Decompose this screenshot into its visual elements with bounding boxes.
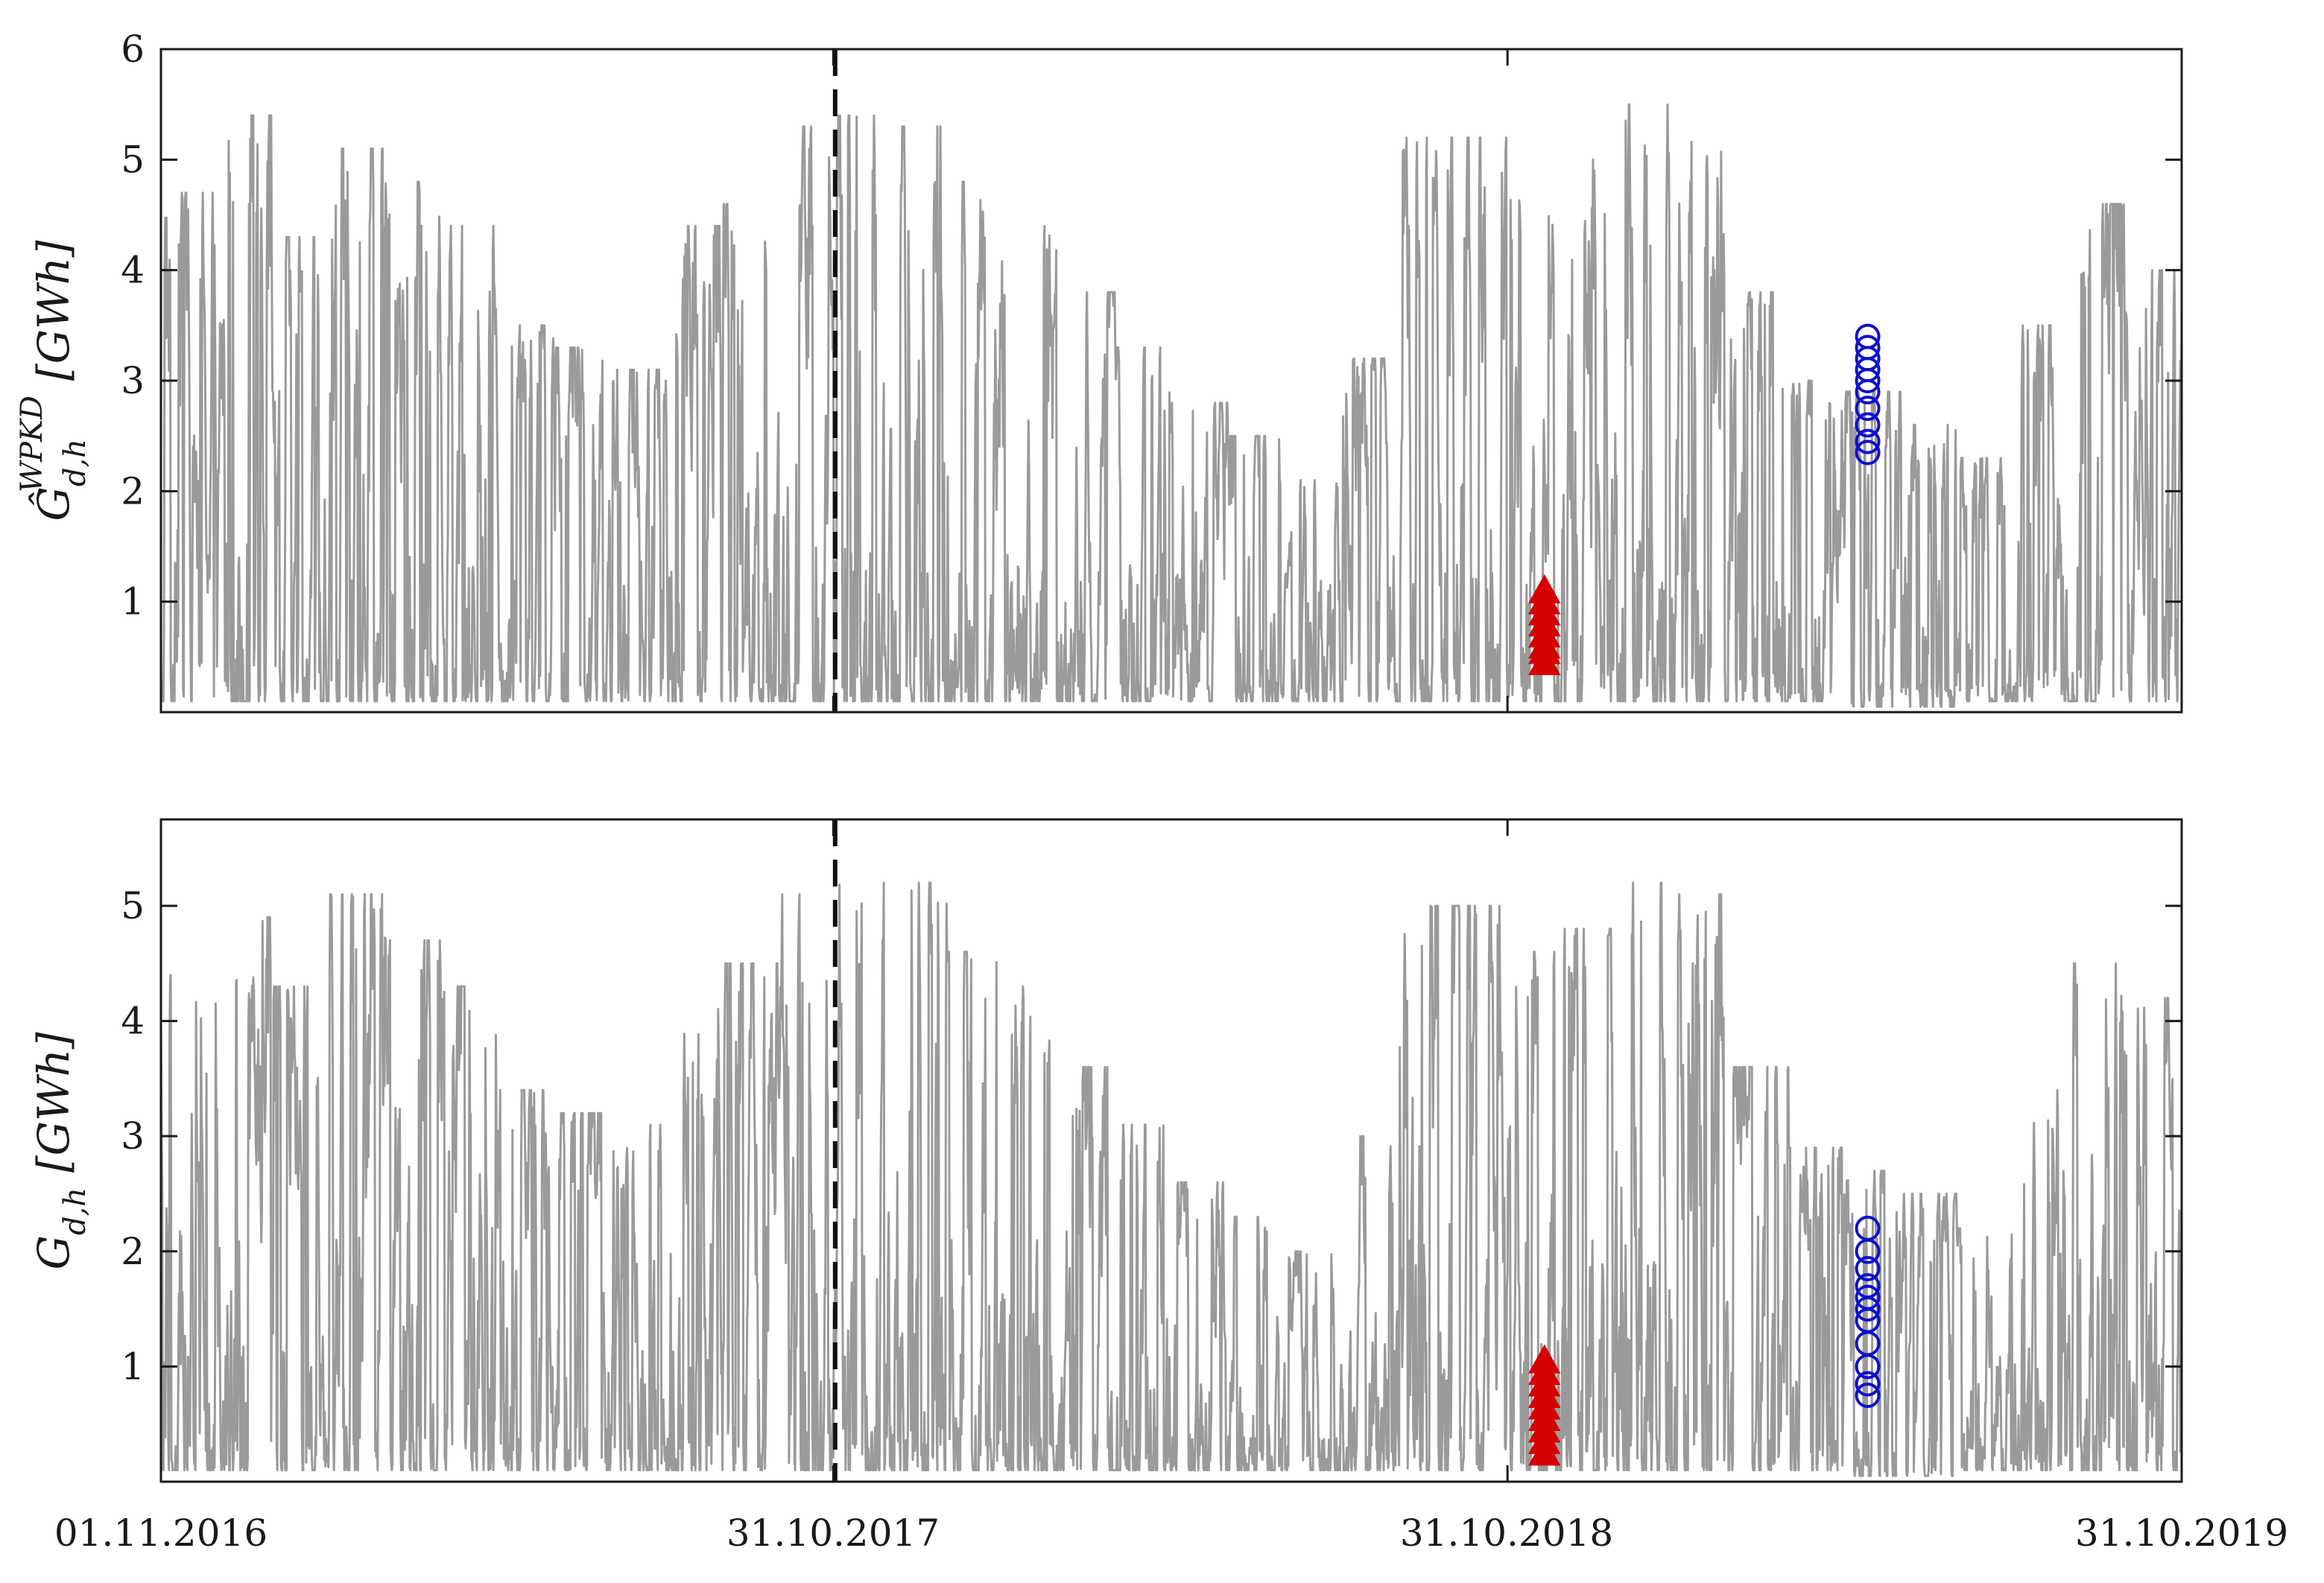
circle-marker <box>1855 396 1881 422</box>
top-plot-frame <box>159 48 2183 714</box>
y-tick-label: 1 <box>121 580 145 624</box>
x-tick-label: 01.11.2016 <box>54 1511 267 1555</box>
top-ylabel-subscript: d,h <box>58 439 92 486</box>
y-tick-label: 5 <box>121 138 145 181</box>
circle-marker <box>1855 1255 1881 1281</box>
y-tick-label: 3 <box>121 1114 145 1158</box>
top-ylabel-unit: [GWh] <box>28 240 79 381</box>
y-tick-label: 4 <box>121 1000 145 1043</box>
circle-marker <box>1855 428 1881 454</box>
x-tick-labels: 01.11.2016 31.10.2017 31.10.2018 31.10.2… <box>54 1511 2288 1555</box>
x-tick-label: 31.10.2018 <box>1400 1511 1613 1555</box>
bottom-ylabel-subscript: d,h <box>58 1187 92 1235</box>
bottom-panel: Gd,h [GWh] 1 2 3 4 5 <box>28 818 2183 1483</box>
bottom-ylabel-symbol: G <box>28 1235 79 1269</box>
triangle-marker <box>1528 574 1561 603</box>
top-ylabel-superscript: WPKD <box>15 396 49 492</box>
bottom-ylabel-unit: [GWh] <box>28 1032 79 1173</box>
series-line <box>161 881 2182 1477</box>
circle-marker <box>1855 323 1881 349</box>
y-tick-label: 2 <box>121 1230 145 1273</box>
series-line <box>161 103 2182 708</box>
bottom-plot-frame <box>159 818 2183 1483</box>
y-tick-label: 2 <box>121 469 145 513</box>
y-tick-label: 6 <box>121 28 145 71</box>
triangle-marker <box>1528 1344 1561 1374</box>
x-tick-label: 31.10.2017 <box>726 1511 940 1555</box>
circle-marker <box>1855 1371 1881 1397</box>
bottom-y-axis-label: Gd,h [GWh] <box>28 1032 92 1269</box>
y-tick-label: 5 <box>121 884 145 927</box>
circle-marker <box>1855 1273 1881 1299</box>
circle-marker <box>1855 412 1881 438</box>
circle-marker <box>1855 1215 1881 1241</box>
circle-marker <box>1855 334 1881 361</box>
circle-marker <box>1855 440 1881 466</box>
circle-marker <box>1855 1284 1881 1310</box>
y-tick-label: 3 <box>121 359 145 402</box>
top-panel: Ĝd,h WPKD [GWh] 1 2 3 4 5 6 <box>15 28 2183 714</box>
y-tick-label: 4 <box>121 249 145 292</box>
top-ylabel-symbol: Ĝ <box>28 486 79 521</box>
top-y-axis-label: Ĝd,h WPKD [GWh] <box>15 240 92 521</box>
circle-marker <box>1855 1383 1881 1409</box>
x-tick-label: 31.10.2019 <box>2075 1511 2288 1555</box>
y-tick-label: 1 <box>121 1345 145 1388</box>
